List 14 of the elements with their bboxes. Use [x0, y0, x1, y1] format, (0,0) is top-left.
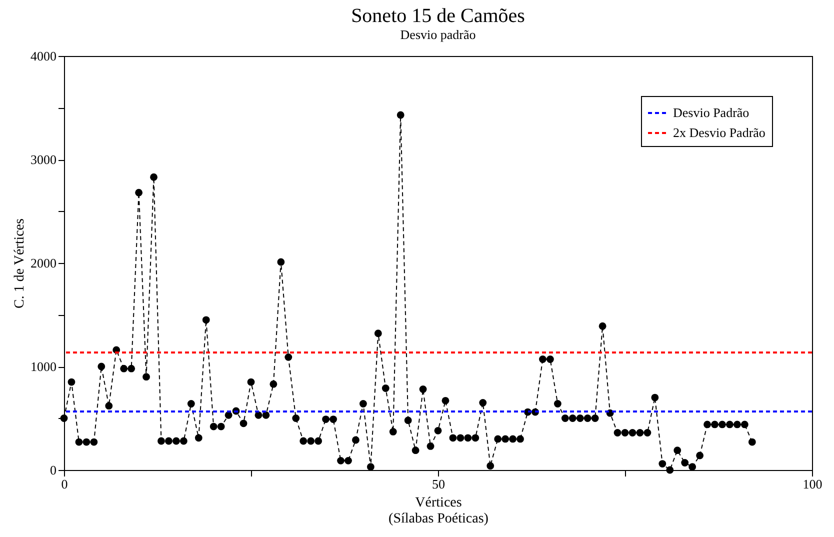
legend-label: 2x Desvio Padrão: [673, 125, 766, 140]
y-tick-label: 3000: [30, 152, 56, 167]
x-axis-title: Vértices (Sílabas Poéticas): [388, 496, 489, 526]
y-tick-label: 1000: [30, 359, 56, 374]
y-tick-label: 2000: [30, 256, 56, 270]
x-tick-label: 50: [432, 476, 445, 492]
chart-title: Soneto 15 de Camões: [351, 5, 526, 27]
chart-subtitle: Desvio padrão: [400, 27, 476, 42]
legend-label: Desvio Padrão: [673, 105, 750, 120]
y-axis-title: C. 1 de Vértices: [12, 218, 28, 308]
y-tick-label: 0: [50, 462, 56, 478]
x-tick-label: 0: [61, 476, 68, 492]
x-tick-label: 100: [802, 476, 822, 492]
y-tick-label: 4000: [30, 48, 56, 64]
